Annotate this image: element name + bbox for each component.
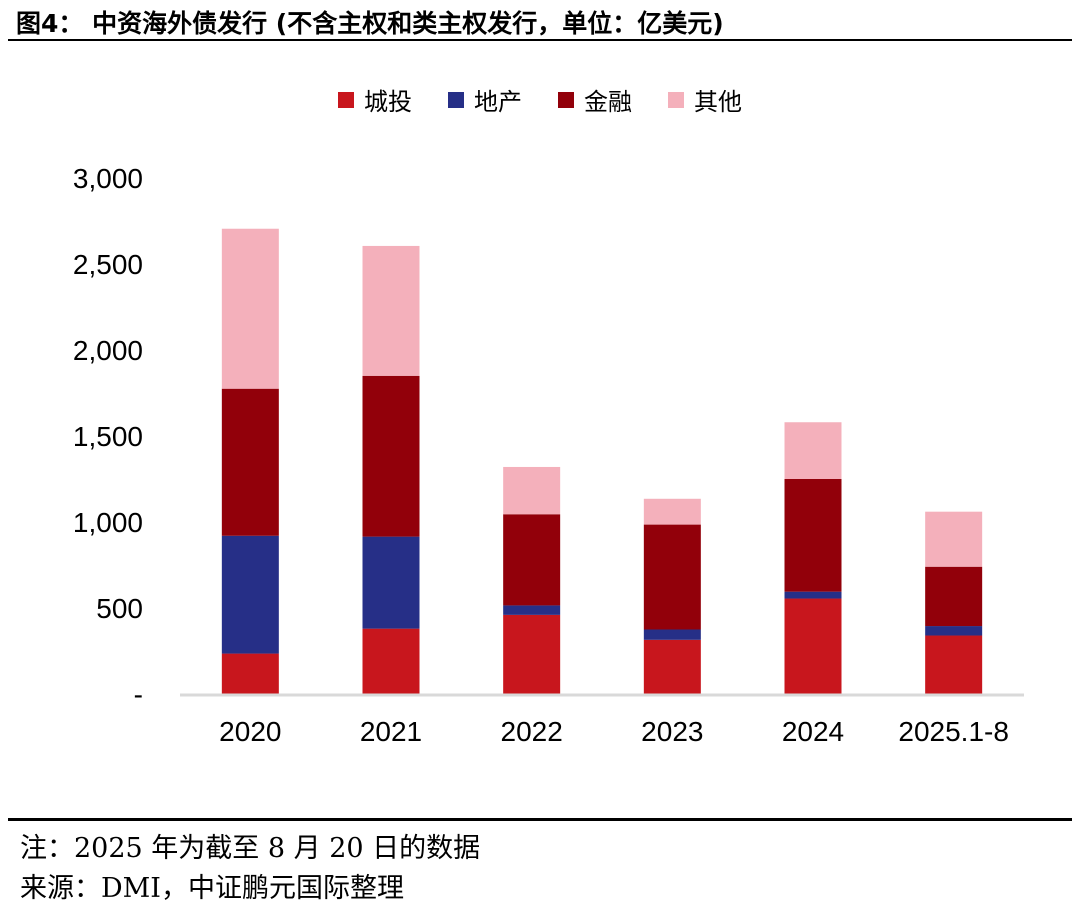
bar-segment <box>784 591 842 599</box>
bar-segment <box>925 511 983 567</box>
legend-label-dichan: 地产 <box>474 88 522 116</box>
bar-segment <box>503 514 561 606</box>
legend-label-qita: 其他 <box>694 88 742 116</box>
legend-item-chengtou: 城投 <box>338 82 412 117</box>
bar-segment <box>643 629 701 640</box>
bar-segment <box>784 479 842 592</box>
bar-segment <box>362 375 420 537</box>
legend-swatch-chengtou <box>338 91 354 108</box>
x-tick-label: 2021 <box>360 716 422 747</box>
bar-segment <box>784 422 842 479</box>
source-note: 来源：DMI，中证鹏元国际整理 <box>20 873 404 904</box>
bar-segment <box>643 498 701 525</box>
bar-segment <box>503 614 561 694</box>
bar-segment <box>362 245 420 376</box>
bar-segment <box>925 566 983 627</box>
y-tick-label: 2,500 <box>73 249 143 280</box>
bar-segment <box>503 466 561 515</box>
bar-segment <box>643 639 701 694</box>
bar-segment <box>221 653 279 694</box>
x-tick-label: 2024 <box>782 716 844 747</box>
legend-item-qita: 其他 <box>668 82 742 117</box>
bar-segment <box>221 388 279 536</box>
bar-segment <box>221 228 279 389</box>
y-tick-label: 1,500 <box>73 421 143 452</box>
bar-segment <box>362 628 420 694</box>
bar-segment <box>925 626 983 636</box>
y-tick-label: - <box>134 679 143 710</box>
y-tick-label: 3,000 <box>73 163 143 194</box>
x-tick-label: 2023 <box>641 716 703 747</box>
legend-label-chengtou: 城投 <box>364 88 412 116</box>
stacked-bar-chart: - 500 1,000 1,500 2,000 2,500 3,000 2020 2021 202… <box>73 163 1024 747</box>
y-tick-label: 500 <box>96 593 143 624</box>
legend-item-dichan: 地产 <box>448 82 522 117</box>
y-tick-label: 2,000 <box>73 335 143 366</box>
x-tick-label: 2022 <box>501 716 563 747</box>
legend: 城投 地产 金融 其他 <box>0 82 1080 117</box>
bar-segment <box>643 524 701 630</box>
top-rule <box>8 39 1072 41</box>
legend-swatch-dichan <box>448 91 464 108</box>
legend-swatch-jinrong <box>558 91 574 108</box>
bar-segment <box>503 605 561 615</box>
footnote: 注：2025 年为截至 8 月 20 日的数据 <box>20 833 481 864</box>
bottom-rule <box>8 818 1072 821</box>
x-tick-label: 2025.1-8 <box>898 716 1009 747</box>
bar-segment <box>925 635 983 694</box>
x-tick-label: 2020 <box>219 716 281 747</box>
legend-item-jinrong: 金融 <box>558 82 632 117</box>
y-tick-label: 1,000 <box>73 507 143 538</box>
legend-swatch-qita <box>668 91 684 108</box>
bar-segment <box>362 536 420 629</box>
bar-segment <box>784 598 842 694</box>
chart-title: 图4： 中资海外债发行 (不含主权和类主权发行，单位：亿美元) <box>16 9 724 38</box>
bar-segment <box>221 535 279 654</box>
legend-label-jinrong: 金融 <box>584 88 632 116</box>
